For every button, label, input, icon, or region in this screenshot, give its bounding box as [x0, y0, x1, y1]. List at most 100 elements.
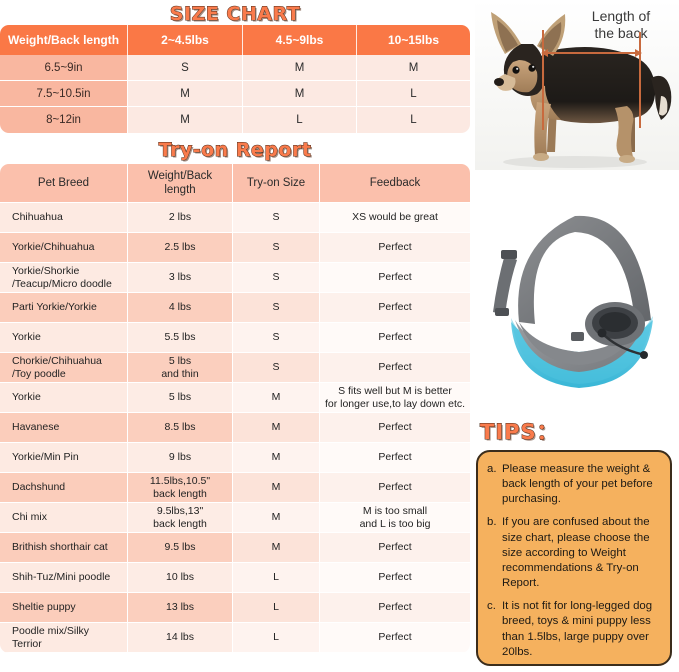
- size-chart-cell: L: [243, 107, 357, 133]
- table-row: Havanese 8.5 lbs M Perfect: [0, 413, 470, 443]
- table-row: Parti Yorkie/Yorkie 4 lbs S Perfect: [0, 293, 470, 323]
- table-row: Chi mix 9.5lbs,13" back length M M is too sm…: [0, 503, 470, 533]
- tip-item: a. Please measure the weight & back leng…: [487, 462, 661, 507]
- tip-marker: c.: [487, 600, 496, 613]
- tryon-weight: 9.5 lbs: [128, 533, 233, 563]
- tryon-feedback: Perfect: [320, 233, 470, 263]
- pet-carrier-bag-photo: [475, 172, 679, 404]
- table-row: Yorkie 5.5 lbs S Perfect: [0, 323, 470, 353]
- tryon-breed: Parti Yorkie/Yorkie: [0, 293, 128, 323]
- table-row: 7.5~10.5in M M L: [0, 81, 470, 107]
- tryon-weight: 5 lbs and thin: [128, 353, 233, 383]
- measure-tick-start: [542, 30, 544, 130]
- table-row: Poodle mix/Silky Terrior 14 lbs L Perfect: [0, 623, 470, 653]
- tryon-size: L: [233, 593, 320, 623]
- tip-marker: a.: [487, 463, 497, 475]
- tryon-feedback: S fits well but M is better for longer us…: [320, 383, 470, 413]
- tryon-feedback: Perfect: [320, 473, 470, 503]
- size-chart-header-cell: 2~4.5lbs: [128, 25, 243, 55]
- tryon-size: S: [233, 293, 320, 323]
- back-length-arrow-icon: [541, 49, 642, 57]
- tryon-feedback: Perfect: [320, 563, 470, 593]
- size-chart-header-cell: 4.5~9lbs: [243, 25, 357, 55]
- tryon-size: L: [233, 563, 320, 593]
- table-row: 6.5~9in S M M: [0, 55, 470, 81]
- tryon-weight: 11.5lbs,10.5" back length: [128, 473, 233, 503]
- tryon-weight: 14 lbs: [128, 623, 233, 653]
- tryon-breed: Chorkie/Chihuahua/Toy poodle: [0, 353, 128, 383]
- tryon-breed: Havanese: [0, 413, 128, 443]
- size-chart-header-row: Weight/Back length 2~4.5lbs 4.5~9lbs 10~…: [0, 25, 470, 55]
- tip-item: c. It is not fit for long-legged dog bre…: [487, 599, 661, 660]
- tryon-breed: Dachshund: [0, 473, 128, 503]
- left-column: SIZE CHART Weight/Back length 2~4.5lbs 4…: [0, 3, 470, 653]
- tryon-size: S: [233, 323, 320, 353]
- tryon-breed: Yorkie/Chihuahua: [0, 233, 128, 263]
- size-chart-cell: M: [128, 81, 243, 107]
- tryon-report-title: Try-on Report: [158, 139, 312, 162]
- tryon-size: M: [233, 413, 320, 443]
- size-chart-backlength: 7.5~10.5in: [0, 81, 128, 107]
- tip-item: b. If you are confused about the size ch…: [487, 515, 661, 591]
- tryon-header-cell: Pet Breed: [0, 164, 128, 203]
- tips-title: TIPS：: [480, 420, 559, 445]
- tryon-breed: Yorkie: [0, 383, 128, 413]
- tryon-weight: 13 lbs: [128, 593, 233, 623]
- size-chart-backlength: 6.5~9in: [0, 55, 128, 81]
- tip-text: Please measure the weight & back length …: [502, 463, 653, 506]
- tryon-header-cell: Try-on Size: [233, 164, 320, 203]
- tryon-size: L: [233, 623, 320, 653]
- table-row: Dachshund 11.5lbs,10.5" back length M Perfec…: [0, 473, 470, 503]
- tryon-breed: Yorkie/Shorkie/Teacup/Micro doodle: [0, 263, 128, 293]
- tryon-weight: 9 lbs: [128, 443, 233, 473]
- tryon-size: M: [233, 503, 320, 533]
- size-chart-header-cell: Weight/Back length: [0, 25, 128, 55]
- tryon-breed: Yorkie/Min Pin: [0, 443, 128, 473]
- tip-marker: b.: [487, 516, 497, 529]
- right-column: Length of the back: [470, 0, 679, 672]
- tryon-header-cell: Weight/Back length: [128, 164, 233, 203]
- size-chart-table: Weight/Back length 2~4.5lbs 4.5~9lbs 10~…: [0, 25, 470, 133]
- size-chart-header-cell: 10~15lbs: [357, 25, 470, 55]
- table-row: 8~12in M L L: [0, 107, 470, 133]
- table-row: Yorkie 5 lbs M S fits well but M is better f…: [0, 383, 470, 413]
- tryon-weight: 2.5 lbs: [128, 233, 233, 263]
- size-chart-title: SIZE CHART: [169, 3, 301, 26]
- tryon-feedback: Perfect: [320, 413, 470, 443]
- caption-line-2: the back: [594, 24, 648, 41]
- tryon-weight: 4 lbs: [128, 293, 233, 323]
- tryon-header-row: Pet Breed Weight/Back length Try-on Size…: [0, 164, 470, 203]
- tip-text: It is not fit for long-legged dog breed,…: [502, 600, 653, 658]
- tryon-feedback: Perfect: [320, 293, 470, 323]
- tryon-feedback: Perfect: [320, 533, 470, 563]
- table-row: Yorkie/Chihuahua 2.5 lbs S Perfect: [0, 233, 470, 263]
- size-chart-backlength: 8~12in: [0, 107, 128, 133]
- table-row: Yorkie/Min Pin 9 lbs M Perfect: [0, 443, 470, 473]
- tips-box: a. Please measure the weight & back leng…: [476, 450, 672, 666]
- tryon-size: S: [233, 263, 320, 293]
- table-row: Chorkie/Chihuahua/Toy poodle 5 lbs and thi…: [0, 353, 470, 383]
- tryon-breed: Chi mix: [0, 503, 128, 533]
- tryon-feedback: Perfect: [320, 263, 470, 293]
- tryon-report-table: Pet Breed Weight/Back length Try-on Size…: [0, 164, 470, 653]
- size-chart-cell: L: [357, 81, 470, 107]
- table-row: Shih-Tuz/Mini poodle 10 lbs L Perfect: [0, 563, 470, 593]
- tryon-size: S: [233, 233, 320, 263]
- size-chart-cell: M: [128, 107, 243, 133]
- caption-line-1: Length of: [591, 8, 651, 24]
- tip-text: If you are confused about the size chart…: [502, 516, 650, 590]
- dog-measurement-photo: Length of the back: [475, 0, 679, 170]
- tryon-breed: Shih-Tuz/Mini poodle: [0, 563, 128, 593]
- tryon-breed: Sheltie puppy: [0, 593, 128, 623]
- tryon-feedback: XS would be great: [320, 203, 470, 233]
- size-chart-cell: M: [243, 81, 357, 107]
- size-chart-cell: L: [357, 107, 470, 133]
- chihuahua-illustration: [475, 0, 679, 170]
- tryon-weight: 8.5 lbs: [128, 413, 233, 443]
- tryon-feedback: Perfect: [320, 353, 470, 383]
- size-chart-cell: M: [243, 55, 357, 81]
- tryon-feedback: Perfect: [320, 323, 470, 353]
- tryon-header-cell: Feedback: [320, 164, 470, 203]
- measure-tick-end: [639, 32, 641, 128]
